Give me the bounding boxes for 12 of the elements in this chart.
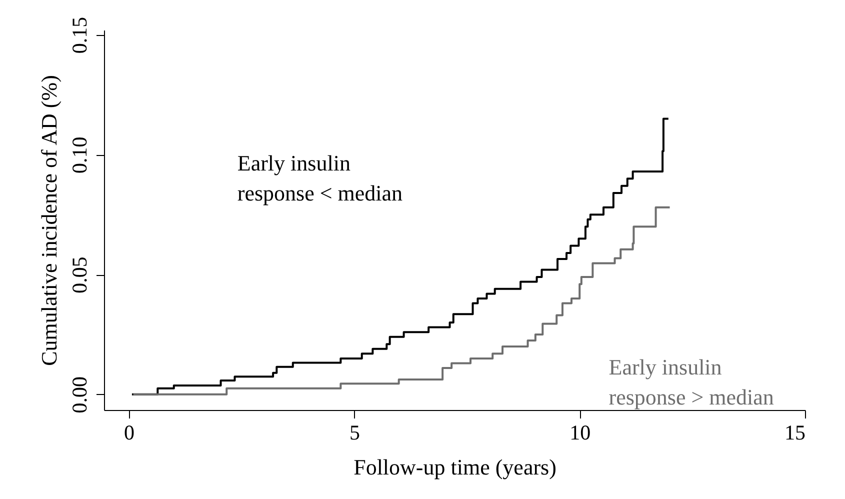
y-tick-label: 0.10 (68, 136, 92, 174)
x-axis-title: Follow-up time (years) (354, 454, 556, 480)
x-tick-label: 5 (349, 420, 360, 444)
x-tick-label: 0 (124, 420, 135, 444)
x-tick-label: 15 (784, 420, 806, 444)
text: Early insulin response < median (237, 150, 403, 206)
y-axis-title: Cumulative incidence of AD (%) (36, 75, 62, 366)
y-tick-label: 0.05 (68, 256, 92, 294)
x-tick-label: 10 (570, 420, 591, 444)
text: Early insulin response > median (608, 354, 774, 410)
y-tick-label: 0.00 (68, 376, 92, 414)
y-tick-label: 0.15 (68, 16, 92, 54)
